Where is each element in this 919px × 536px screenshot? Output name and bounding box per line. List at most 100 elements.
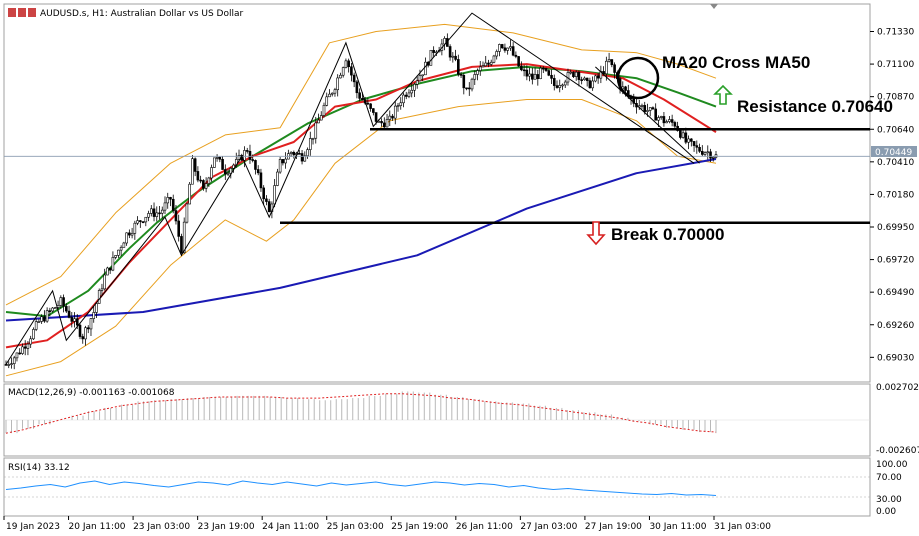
candle-body	[336, 77, 339, 91]
candle-body	[298, 153, 301, 155]
candle-body	[404, 94, 408, 97]
time-tick-label: 31 Jan 03:00	[714, 522, 771, 532]
candle-body	[21, 346, 24, 354]
candle-body	[12, 357, 16, 364]
down-arrow-icon	[586, 221, 606, 246]
chart-title: AUDUSD.s, H1: Australian Dollar vs US Do…	[8, 8, 243, 19]
candle-body	[366, 102, 370, 105]
candle-body	[141, 221, 145, 223]
candle-body	[84, 327, 87, 340]
candle-body	[188, 183, 191, 205]
candle-body	[117, 249, 120, 256]
candle-body	[492, 55, 496, 63]
candle-body	[303, 155, 307, 162]
candles	[4, 33, 718, 370]
candle-body	[481, 65, 485, 68]
candle-body	[588, 80, 592, 89]
candle-body	[160, 209, 164, 214]
ma-cross-circle	[616, 56, 660, 100]
candle-body	[424, 61, 427, 76]
candle-body	[552, 78, 556, 86]
candle-body	[709, 151, 712, 159]
candle-body	[591, 80, 594, 89]
candle-body	[251, 159, 255, 161]
candle-body	[478, 66, 482, 71]
candle-body	[147, 213, 150, 218]
candle-body	[226, 172, 230, 175]
macd-tick-top: 0.002702	[876, 383, 919, 393]
candle-body	[136, 220, 139, 224]
description-label: Australian Dollar vs US Dollar	[111, 9, 244, 19]
candle-body	[374, 112, 378, 122]
candle-body	[103, 274, 106, 290]
candle-body	[550, 74, 553, 79]
candle-body	[341, 67, 345, 76]
candle-body	[43, 316, 46, 322]
candle-body	[432, 49, 435, 53]
candle-body	[607, 59, 611, 62]
time-tick-label: 20 Jan 11:00	[69, 522, 126, 532]
candle-body	[163, 202, 167, 211]
price-tick-label: 0.70180	[877, 190, 914, 200]
candle-body	[659, 116, 663, 118]
candle-body	[465, 87, 468, 90]
candle-body	[210, 167, 213, 179]
rsi-tick-0: 0.00	[876, 507, 896, 517]
candle-body	[10, 363, 13, 365]
candle-body	[256, 169, 260, 174]
candle-body	[347, 60, 350, 68]
candle-body	[259, 172, 263, 189]
candle-body	[681, 132, 685, 138]
current-price-label: 0.70449	[875, 148, 912, 158]
candle-body	[166, 197, 170, 204]
candle-body	[4, 364, 8, 366]
candle-body	[254, 160, 257, 170]
candle-body	[605, 60, 608, 75]
candle-body	[243, 150, 246, 161]
candle-body	[418, 75, 422, 82]
candle-body	[470, 78, 474, 90]
candle-body	[177, 220, 181, 237]
candle-body	[23, 346, 27, 349]
candle-body	[284, 158, 287, 164]
rsi-line	[5, 480, 717, 496]
ma50-green-line	[5, 65, 717, 318]
candle-body	[152, 208, 156, 217]
candle-body	[317, 119, 320, 124]
candle-body	[292, 151, 296, 156]
candle-body	[574, 71, 578, 77]
candle-body	[207, 177, 211, 184]
chart-shift-marker-icon[interactable]	[710, 4, 718, 9]
candle-body	[119, 247, 123, 251]
price-tick-label: 0.71100	[877, 60, 914, 70]
candle-body	[580, 79, 583, 81]
candle-body	[29, 338, 32, 345]
break-annotation: Break 0.70000	[611, 225, 724, 244]
candle-body	[180, 236, 183, 253]
candle-body	[114, 255, 117, 258]
candle-body	[78, 324, 82, 337]
candle-body	[169, 197, 172, 200]
candle-body	[185, 203, 189, 223]
candle-body	[495, 51, 498, 57]
price-tick-label: 0.70640	[877, 125, 914, 135]
candle-body	[692, 141, 696, 146]
candle-body	[171, 198, 175, 211]
candle-body	[149, 208, 153, 214]
candle-body	[687, 138, 690, 143]
rsi-title: RSI(14) 33.12	[8, 463, 70, 473]
candle-body	[32, 329, 35, 340]
candle-body	[106, 267, 109, 276]
candle-body	[174, 210, 178, 222]
candle-body	[407, 92, 411, 97]
annotation-group: MA20 Cross MA50 Resistance 0.70640 Break…	[586, 53, 893, 246]
candle-body	[339, 74, 342, 79]
candle-body	[108, 267, 112, 271]
candle-body	[128, 232, 131, 236]
time-tick-label: 23 Jan 03:00	[133, 522, 190, 532]
candle-body	[695, 145, 699, 148]
candle-body	[624, 86, 627, 91]
candle-body	[221, 158, 224, 170]
candle-body	[213, 157, 216, 168]
